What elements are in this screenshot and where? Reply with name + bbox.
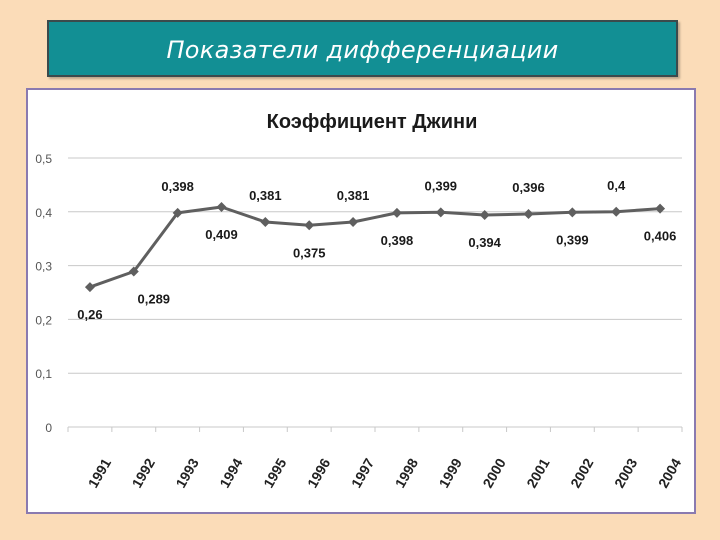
data-point (348, 217, 359, 228)
x-tick-label: 2003 (611, 455, 641, 490)
x-axis-ticks: 1991 1992 1993 1994 1995 1996 1997 1998 1999 2000… (85, 455, 685, 490)
x-tick-label: 2004 (655, 455, 685, 490)
x-tick-label: 1999 (436, 455, 466, 490)
y-tick-label: 0,5 (35, 152, 52, 166)
data-point (304, 220, 315, 231)
data-label: 0,26 (77, 307, 102, 322)
data-label: 0,396 (512, 180, 545, 195)
data-point (84, 282, 95, 293)
x-tick-label: 1993 (172, 455, 202, 490)
x-tick-label: 1998 (392, 455, 422, 490)
data-label: 0,289 (138, 292, 171, 307)
data-point (435, 207, 446, 218)
x-tick-label: 2000 (479, 455, 509, 490)
data-point (172, 207, 183, 218)
data-point (611, 206, 622, 217)
data-labels: 0,26 0,289 0,398 0,409 0,381 0,375 0,381 0,398 0… (77, 178, 676, 322)
x-tick-label: 2001 (523, 455, 553, 490)
series-gini (89, 205, 661, 289)
chart-frame: Коэффициент Джини 0 0,1 0,2 0,3 0,4 0,5 1991 1… (26, 88, 696, 514)
chart-title: Коэффициент Джини (267, 111, 478, 133)
x-tick-label: 2002 (567, 455, 597, 490)
y-tick-label: 0,3 (35, 260, 52, 274)
data-point (128, 266, 139, 277)
x-tick-label: 1997 (348, 455, 378, 490)
data-point (523, 208, 534, 219)
x-tick-label: 1991 (85, 455, 115, 490)
data-point (479, 210, 490, 221)
data-label: 0,381 (337, 188, 370, 203)
data-label: 0,399 (556, 232, 589, 247)
data-label: 0,409 (205, 227, 238, 242)
data-markers (84, 201, 666, 293)
data-label: 0,406 (644, 229, 677, 244)
data-label: 0,375 (293, 245, 326, 260)
data-point (567, 207, 578, 218)
series-line (89, 205, 661, 289)
x-tick-label: 1994 (216, 455, 246, 490)
data-label: 0,394 (468, 235, 501, 250)
grid-lines (67, 157, 683, 432)
y-tick-label: 0 (45, 421, 52, 435)
x-tick-label: 1996 (304, 455, 334, 490)
y-tick-label: 0,4 (35, 206, 52, 220)
gini-line-chart: Коэффициент Джини 00,10,20,30,40,5 1991 1… (35, 111, 685, 491)
slide-title: Показатели дифференциации (166, 36, 559, 64)
data-point (391, 207, 402, 218)
y-tick-label: 0,1 (35, 367, 52, 381)
y-axis-ticks: 0 0,1 0,2 0,3 0,4 0,5 (35, 152, 52, 435)
x-tick-label: 1992 (129, 455, 159, 490)
y-tick-label: 0,2 (35, 313, 52, 327)
data-label: 0,398 (161, 179, 194, 194)
data-point (260, 217, 271, 228)
data-label: 0,381 (249, 188, 282, 203)
data-label: 0,398 (381, 233, 414, 248)
slide-header: Показатели дифференциации (47, 20, 678, 77)
data-label: 0,399 (425, 178, 458, 193)
x-tick-label: 1995 (260, 455, 290, 490)
data-label: 0,4 (607, 178, 626, 193)
data-point (655, 203, 666, 214)
data-point (216, 201, 227, 212)
